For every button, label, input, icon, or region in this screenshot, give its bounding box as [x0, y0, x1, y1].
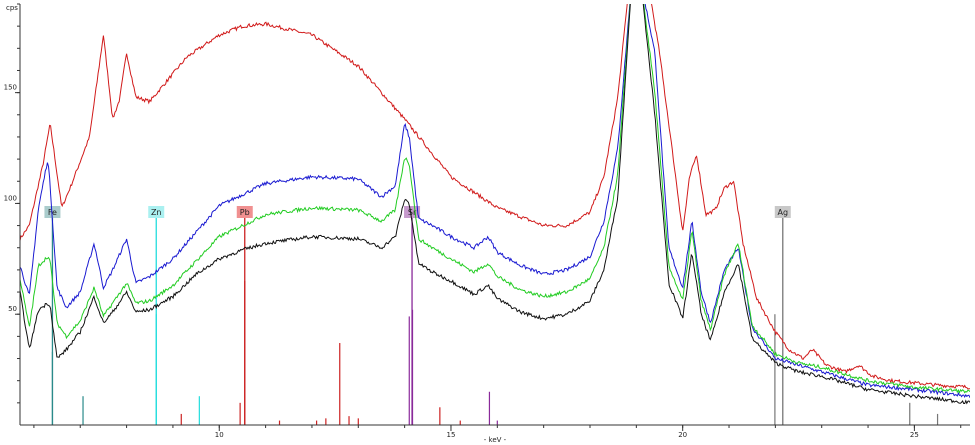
element-label-pb: Pb: [240, 208, 250, 217]
y-tick-label-150: 150: [4, 84, 17, 92]
spectrum-series: [20, 4, 970, 405]
spectrum-line-1: [20, 4, 970, 398]
y-tick-label-100: 100: [4, 194, 17, 202]
element-label-box-zn: [148, 206, 165, 218]
element-label-box-ag: [774, 206, 791, 218]
axes: 10 15 20 25 50 100 150: [4, 3, 970, 439]
x-tick-label-10: 10: [215, 431, 224, 439]
element-label-zn: Zn: [151, 208, 162, 217]
element-markers: Fe Zn Pb Sr Ag: [44, 206, 791, 425]
y-axis-label: cps: [6, 4, 18, 12]
x-tick-label-25: 25: [910, 431, 919, 439]
spectrum-line-2: [20, 4, 970, 395]
spectrum-line-0: [20, 4, 970, 390]
element-label-box-sr: [404, 206, 421, 218]
element-label-fe: Fe: [48, 208, 57, 217]
element-label-sr: Sr: [408, 208, 417, 217]
x-tick-label-20: 20: [678, 431, 687, 439]
x-axis-label: - keV -: [484, 436, 507, 444]
spectrum-line-3: [20, 4, 970, 405]
y-tick-label-50: 50: [8, 305, 17, 313]
x-tick-label-15: 15: [447, 431, 456, 439]
element-label-box-fe: [44, 206, 61, 218]
element-label-ag: Ag: [777, 208, 788, 217]
element-label-box-pb: [236, 206, 253, 218]
